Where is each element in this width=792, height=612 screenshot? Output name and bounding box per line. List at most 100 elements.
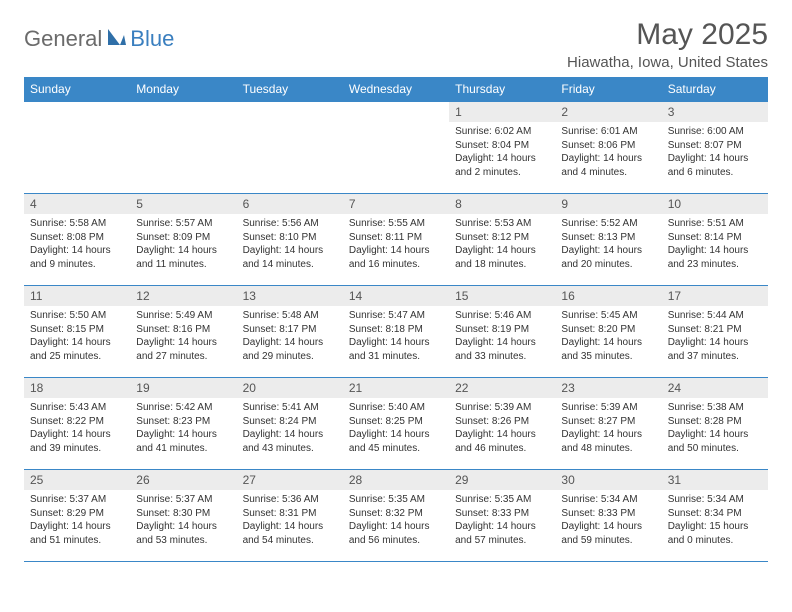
daylight-text: Daylight: 14 hours and 37 minutes. bbox=[668, 336, 762, 363]
daylight-text: Daylight: 14 hours and 51 minutes. bbox=[30, 520, 124, 547]
calendar-cell: 29Sunrise: 5:35 AMSunset: 8:33 PMDayligh… bbox=[449, 470, 555, 562]
daylight-text: Daylight: 14 hours and 39 minutes. bbox=[30, 428, 124, 455]
sunset-text: Sunset: 8:08 PM bbox=[30, 231, 124, 245]
day-data: Sunrise: 6:02 AMSunset: 8:04 PMDaylight:… bbox=[449, 122, 555, 181]
sunrise-text: Sunrise: 5:41 AM bbox=[243, 401, 337, 415]
sunset-text: Sunset: 8:34 PM bbox=[668, 507, 762, 521]
calendar-cell: 25Sunrise: 5:37 AMSunset: 8:29 PMDayligh… bbox=[24, 470, 130, 562]
sunset-text: Sunset: 8:25 PM bbox=[349, 415, 443, 429]
day-data: Sunrise: 5:50 AMSunset: 8:15 PMDaylight:… bbox=[24, 306, 130, 365]
calendar-cell: 4Sunrise: 5:58 AMSunset: 8:08 PMDaylight… bbox=[24, 194, 130, 286]
calendar-cell: 2Sunrise: 6:01 AMSunset: 8:06 PMDaylight… bbox=[555, 102, 661, 194]
sunrise-text: Sunrise: 5:56 AM bbox=[243, 217, 337, 231]
sunset-text: Sunset: 8:17 PM bbox=[243, 323, 337, 337]
day-number: 4 bbox=[24, 194, 130, 214]
sunset-text: Sunset: 8:24 PM bbox=[243, 415, 337, 429]
calendar-cell: 14 Sunrise: 5:47 AMSunset: 8:18 PMDayligh… bbox=[343, 286, 449, 378]
sunset-text: Sunset: 8:07 PM bbox=[668, 139, 762, 153]
daylight-text: Daylight: 14 hours and 43 minutes. bbox=[243, 428, 337, 455]
calendar-cell: 3Sunrise: 6:00 AMSunset: 8:07 PMDaylight… bbox=[662, 102, 768, 194]
day-number: 14 bbox=[343, 286, 449, 306]
sunrise-text: Sunrise: 5:45 AM bbox=[561, 309, 655, 323]
sunrise-text: Sunrise: 5:55 AM bbox=[349, 217, 443, 231]
day-data: Sunrise: 5:45 AMSunset: 8:20 PMDaylight:… bbox=[555, 306, 661, 365]
sunrise-text: Sunrise: 5:47 AM bbox=[349, 309, 443, 323]
daylight-text: Daylight: 14 hours and 54 minutes. bbox=[243, 520, 337, 547]
daylight-text: Daylight: 15 hours and 0 minutes. bbox=[668, 520, 762, 547]
day-number bbox=[343, 102, 449, 108]
sunset-text: Sunset: 8:23 PM bbox=[136, 415, 230, 429]
calendar-cell bbox=[237, 102, 343, 194]
day-data: Sunrise: 5:41 AMSunset: 8:24 PMDaylight:… bbox=[237, 398, 343, 457]
calendar-row: 11Sunrise: 5:50 AMSunset: 8:15 PMDayligh… bbox=[24, 286, 768, 378]
sunrise-text: Sunrise: 5:34 AM bbox=[668, 493, 762, 507]
calendar-cell: 23Sunrise: 5:39 AMSunset: 8:27 PMDayligh… bbox=[555, 378, 661, 470]
daylight-text: Daylight: 14 hours and 9 minutes. bbox=[30, 244, 124, 271]
sunset-text: Sunset: 8:09 PM bbox=[136, 231, 230, 245]
day-number: 21 bbox=[343, 378, 449, 398]
daylight-text: Daylight: 14 hours and 31 minutes. bbox=[349, 336, 443, 363]
day-number: 9 bbox=[555, 194, 661, 214]
day-number: 19 bbox=[130, 378, 236, 398]
day-data: Sunrise: 5:57 AMSunset: 8:09 PMDaylight:… bbox=[130, 214, 236, 273]
daylight-text: Daylight: 14 hours and 41 minutes. bbox=[136, 428, 230, 455]
sunrise-text: Sunrise: 5:36 AM bbox=[243, 493, 337, 507]
day-data: Sunrise: 5:42 AMSunset: 8:23 PMDaylight:… bbox=[130, 398, 236, 457]
day-number: 18 bbox=[24, 378, 130, 398]
daylight-text: Daylight: 14 hours and 53 minutes. bbox=[136, 520, 230, 547]
sunrise-text: Sunrise: 5:42 AM bbox=[136, 401, 230, 415]
day-number: 29 bbox=[449, 470, 555, 490]
day-data: Sunrise: 5:51 AMSunset: 8:14 PMDaylight:… bbox=[662, 214, 768, 273]
day-number: 5 bbox=[130, 194, 236, 214]
calendar-cell: 12Sunrise: 5:49 AMSunset: 8:16 PMDayligh… bbox=[130, 286, 236, 378]
calendar-cell: 22Sunrise: 5:39 AMSunset: 8:26 PMDayligh… bbox=[449, 378, 555, 470]
sunrise-text: Sunrise: 5:48 AM bbox=[243, 309, 337, 323]
col-saturday: Saturday bbox=[662, 77, 768, 102]
sunset-text: Sunset: 8:20 PM bbox=[561, 323, 655, 337]
daylight-text: Daylight: 14 hours and 57 minutes. bbox=[455, 520, 549, 547]
day-data: Sunrise: 5:49 AMSunset: 8:16 PMDaylight:… bbox=[130, 306, 236, 365]
sunrise-text: Sunrise: 6:02 AM bbox=[455, 125, 549, 139]
daylight-text: Daylight: 14 hours and 27 minutes. bbox=[136, 336, 230, 363]
col-monday: Monday bbox=[130, 77, 236, 102]
calendar-row: 25Sunrise: 5:37 AMSunset: 8:29 PMDayligh… bbox=[24, 470, 768, 562]
daylight-text: Daylight: 14 hours and 6 minutes. bbox=[668, 152, 762, 179]
day-data: Sunrise: 5:34 AMSunset: 8:33 PMDaylight:… bbox=[555, 490, 661, 549]
sunrise-text: Sunrise: 5:57 AM bbox=[136, 217, 230, 231]
sunset-text: Sunset: 8:21 PM bbox=[668, 323, 762, 337]
day-number: 6 bbox=[237, 194, 343, 214]
calendar-cell bbox=[343, 102, 449, 194]
day-number: 20 bbox=[237, 378, 343, 398]
sunset-text: Sunset: 8:29 PM bbox=[30, 507, 124, 521]
calendar-cell: 17Sunrise: 5:44 AMSunset: 8:21 PMDayligh… bbox=[662, 286, 768, 378]
day-number: 10 bbox=[662, 194, 768, 214]
daylight-text: Daylight: 14 hours and 50 minutes. bbox=[668, 428, 762, 455]
day-data: Sunrise: 5:37 AMSunset: 8:29 PMDaylight:… bbox=[24, 490, 130, 549]
calendar-cell: 10Sunrise: 5:51 AMSunset: 8:14 PMDayligh… bbox=[662, 194, 768, 286]
sunset-text: Sunset: 8:33 PM bbox=[561, 507, 655, 521]
sunset-text: Sunset: 8:19 PM bbox=[455, 323, 549, 337]
day-data: Sunrise: 5:35 AMSunset: 8:33 PMDaylight:… bbox=[449, 490, 555, 549]
day-data: Sunrise: 5:37 AMSunset: 8:30 PMDaylight:… bbox=[130, 490, 236, 549]
calendar-cell: 1Sunrise: 6:02 AMSunset: 8:04 PMDaylight… bbox=[449, 102, 555, 194]
sunset-text: Sunset: 8:31 PM bbox=[243, 507, 337, 521]
sunset-text: Sunset: 8:18 PM bbox=[349, 323, 443, 337]
daylight-text: Daylight: 14 hours and 18 minutes. bbox=[455, 244, 549, 271]
sunrise-text: Sunrise: 5:43 AM bbox=[30, 401, 124, 415]
calendar-cell bbox=[130, 102, 236, 194]
day-number: 12 bbox=[130, 286, 236, 306]
calendar-cell: 13Sunrise: 5:48 AMSunset: 8:17 PMDayligh… bbox=[237, 286, 343, 378]
calendar-cell: 26Sunrise: 5:37 AMSunset: 8:30 PMDayligh… bbox=[130, 470, 236, 562]
sunrise-text: Sunrise: 5:35 AM bbox=[455, 493, 549, 507]
sunset-text: Sunset: 8:04 PM bbox=[455, 139, 549, 153]
sunrise-text: Sunrise: 5:37 AM bbox=[136, 493, 230, 507]
calendar-cell: 18Sunrise: 5:43 AMSunset: 8:22 PMDayligh… bbox=[24, 378, 130, 470]
sunrise-text: Sunrise: 5:49 AM bbox=[136, 309, 230, 323]
daylight-text: Daylight: 14 hours and 46 minutes. bbox=[455, 428, 549, 455]
col-sunday: Sunday bbox=[24, 77, 130, 102]
sunrise-text: Sunrise: 5:44 AM bbox=[668, 309, 762, 323]
sunrise-text: Sunrise: 5:39 AM bbox=[455, 401, 549, 415]
calendar-cell: 20Sunrise: 5:41 AMSunset: 8:24 PMDayligh… bbox=[237, 378, 343, 470]
calendar-table: Sunday Monday Tuesday Wednesday Thursday… bbox=[24, 77, 768, 562]
day-data: Sunrise: 5:52 AMSunset: 8:13 PMDaylight:… bbox=[555, 214, 661, 273]
